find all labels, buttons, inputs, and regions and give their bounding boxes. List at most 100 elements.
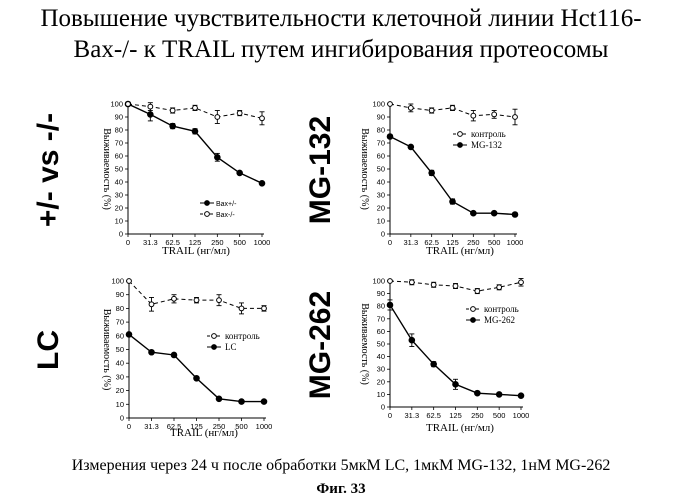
data-point [260, 398, 268, 405]
x-tick-label: 125 [446, 238, 459, 247]
data-point [408, 279, 415, 286]
data-point [258, 180, 266, 187]
y-tick-label: 90 [377, 289, 385, 298]
legend-marker [457, 142, 463, 148]
x-tick-label: 500 [488, 238, 501, 247]
y-tick-label: 40 [115, 178, 123, 187]
data-point [490, 209, 498, 217]
x-tick-label: 500 [235, 422, 248, 431]
data-point [193, 297, 200, 304]
data-point [474, 288, 481, 294]
data-point [496, 284, 503, 291]
legend-marker [457, 131, 463, 137]
legend-label: LC [225, 342, 237, 352]
x-tick-label: 0 [388, 238, 392, 247]
y-tick-label: 50 [377, 340, 385, 349]
data-point [216, 297, 222, 304]
data-point [147, 103, 154, 110]
figure-title-line-1: Повышение чувствительности клеточной лин… [40, 5, 641, 32]
data-point [511, 211, 519, 218]
legend-marker [211, 333, 217, 339]
legend-label: MG-262 [484, 315, 515, 325]
data-point [214, 114, 221, 120]
data-point [193, 374, 200, 382]
y-axis-label: Выживаемость (%) [101, 309, 112, 391]
x-tick-label: 31.3 [404, 238, 419, 247]
y-tick-label: 80 [115, 126, 123, 135]
x-tick-label: 250 [211, 238, 224, 247]
x-tick-label: 125 [449, 411, 462, 420]
data-point [147, 111, 154, 118]
data-point [430, 360, 437, 368]
data-point [428, 169, 435, 177]
x-tick-label: 1000 [513, 411, 530, 420]
data-point [261, 305, 267, 312]
x-tick-label: 0 [388, 411, 392, 420]
y-tick-label: 30 [377, 365, 385, 374]
y-tick-label: 90 [377, 113, 385, 122]
data-point [470, 112, 477, 119]
data-point [512, 114, 518, 120]
legend-marker [204, 200, 210, 206]
legend-marker [204, 211, 210, 217]
data-point [214, 154, 221, 161]
series-2 [386, 299, 525, 399]
y-tick-label: 40 [377, 178, 385, 187]
y-tick-label: 20 [377, 377, 385, 386]
data-point [470, 209, 477, 217]
legend: Bax+/- Bax-/- [200, 200, 237, 219]
figure-footnote: Измерения через 24 ч после обработки 5мк… [72, 457, 611, 474]
data-point [192, 105, 198, 111]
data-point [169, 122, 176, 130]
x-tick-label: 31.3 [143, 238, 158, 247]
data-point [386, 301, 394, 309]
data-point [191, 128, 199, 135]
x-tick-label: 0 [127, 422, 131, 431]
data-point [169, 107, 176, 114]
y-tick-label: 10 [377, 390, 385, 399]
y-tick-label: 30 [115, 191, 123, 200]
legend-label: контроль [471, 129, 506, 139]
y-tick-label: 70 [115, 139, 123, 148]
y-tick-label: 0 [120, 414, 124, 423]
y-tick-label: 60 [116, 331, 124, 340]
figure-label: Фиг. 33 [316, 481, 365, 497]
data-point [386, 133, 394, 140]
data-point [170, 351, 178, 359]
x-axis-label: TRAIL (нг/мл) [426, 422, 494, 434]
y-tick-label: 60 [377, 327, 385, 336]
data-point [449, 198, 456, 205]
y-tick-label: 70 [116, 318, 124, 327]
data-point [517, 392, 525, 399]
x-tick-label: 1000 [256, 422, 273, 431]
legend-label: MG-132 [471, 140, 502, 150]
y-tick-label: 100 [110, 100, 123, 109]
legend-marker [470, 317, 476, 323]
data-point [236, 169, 243, 177]
y-tick-label: 80 [116, 304, 124, 313]
data-point [125, 101, 131, 107]
legend-label: контроль [484, 304, 519, 314]
y-tick-label: 0 [381, 403, 385, 412]
x-tick-label: 125 [189, 238, 202, 247]
data-point [491, 111, 498, 118]
panel-side-label: MG-132 [304, 116, 337, 224]
y-tick-label: 100 [372, 277, 385, 286]
data-point [428, 107, 435, 114]
y-tick-label: 100 [111, 277, 124, 286]
y-tick-label: 20 [115, 204, 123, 213]
figure-title-line-2: Bax-/- к TRAIL путем ингибирования проте… [74, 36, 609, 63]
data-point [238, 398, 245, 405]
x-tick-label: 500 [493, 411, 506, 420]
x-tick-label: 1000 [507, 238, 524, 247]
x-axis-label: TRAIL (нг/мл) [426, 245, 494, 257]
x-tick-label: 250 [213, 422, 226, 431]
data-point [430, 281, 437, 288]
